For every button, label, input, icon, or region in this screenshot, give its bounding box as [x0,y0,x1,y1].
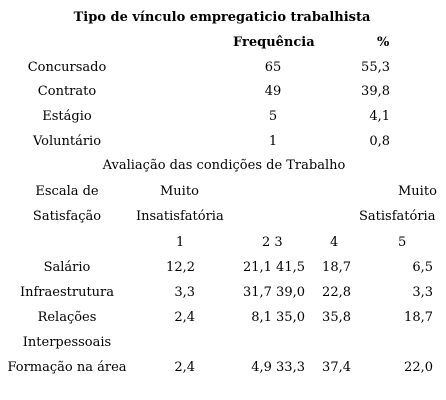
row-percent: 4,1 [369,109,390,124]
row-label: Formação na área [7,360,127,375]
value-col1: 2,4 [174,360,195,375]
row-label: Contrato [37,84,97,99]
table2-title: Avaliação das condições de Trabalho [102,158,346,173]
value-col2-3: 8,1 35,0 [251,310,305,325]
value-col2-3: 4,9 33,3 [251,360,305,375]
row-percent: 0,8 [369,134,390,149]
row-percent: 39,8 [361,84,390,99]
value-col5: 22,0 [404,360,433,375]
scale-number-2-3: 2 3 [262,235,283,250]
value-col5: 3,3 [412,285,433,300]
value-col2-3: 21,1 41,5 [242,260,305,275]
value-col4: 35,8 [322,310,351,325]
scale-header-line2: Satisfação [32,209,102,224]
value-col4: 37,4 [322,360,351,375]
row-label: Infraestrutura [19,285,115,300]
row-frequency: 5 [268,109,278,124]
row-frequency: 65 [264,60,282,75]
scale-number-4: 4 [330,235,339,250]
row-label: Voluntário [32,134,102,149]
low-header-line1: Muito [160,184,199,199]
scale-number-5: 5 [398,235,407,250]
row-percent: 55,3 [361,60,390,75]
value-col5: 18,7 [404,310,433,325]
value-col5: 6,5 [412,260,433,275]
scale-number-1: 1 [176,235,185,250]
value-col1: 3,3 [174,285,195,300]
value-col1: 12,2 [166,260,195,275]
scale-header-line1: Escala de [35,184,99,199]
high-header-line1: Muito [398,184,437,199]
row-label-continuation: Interpessoais [22,335,112,350]
row-frequency: 1 [268,134,278,149]
value-col4: 18,7 [322,260,351,275]
low-header-line2: Insatisfatória [136,209,224,224]
table1-title: Tipo de vínculo empregaticio trabalhista [73,10,371,25]
row-frequency: 49 [264,84,282,99]
high-header-line2: Satisfatória [359,209,436,224]
value-col1: 2,4 [174,310,195,325]
row-label: Estágio [42,109,92,124]
value-col4: 22,8 [322,285,351,300]
row-label: Concursado [27,60,107,75]
value-col2-3: 31,7 39,0 [242,285,305,300]
percent-header: % [377,35,390,50]
frequency-header: Frequência [233,35,315,50]
row-label: Relações [37,310,97,325]
row-label: Salário [43,260,91,275]
